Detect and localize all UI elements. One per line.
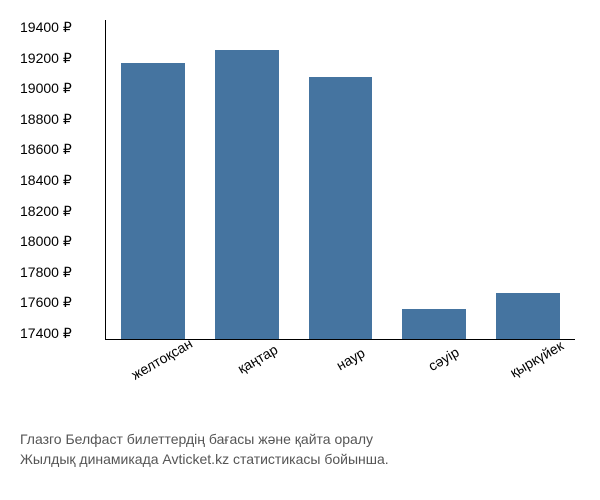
y-tick: 18400 ₽	[20, 173, 100, 187]
bars-group	[106, 20, 575, 339]
x-axis: желтоқсан қаңтар наур сәуір қыркүйек	[105, 345, 575, 369]
bar	[215, 50, 279, 339]
y-tick: 19200 ₽	[20, 51, 100, 65]
y-tick: 19000 ₽	[20, 81, 100, 95]
bar-chart: 19400 ₽ 19200 ₽ 19000 ₽ 18800 ₽ 18600 ₽ …	[20, 20, 580, 400]
caption-line: Жылдық динамикада Avticket.kz статистика…	[20, 450, 580, 470]
y-tick: 18200 ₽	[20, 204, 100, 218]
y-tick: 17800 ₽	[20, 265, 100, 279]
y-axis: 19400 ₽ 19200 ₽ 19000 ₽ 18800 ₽ 18600 ₽ …	[20, 20, 100, 340]
y-tick: 18000 ₽	[20, 234, 100, 248]
y-tick: 19400 ₽	[20, 20, 100, 34]
y-tick: 18600 ₽	[20, 142, 100, 156]
y-tick: 17400 ₽	[20, 326, 100, 340]
y-tick: 17600 ₽	[20, 295, 100, 309]
bar	[309, 77, 373, 339]
chart-caption: Глазго Белфаст билеттердің бағасы және қ…	[20, 430, 580, 469]
caption-line: Глазго Белфаст билеттердің бағасы және қ…	[20, 430, 580, 450]
y-tick: 18800 ₽	[20, 112, 100, 126]
bar	[121, 63, 185, 339]
plot-area	[105, 20, 575, 340]
